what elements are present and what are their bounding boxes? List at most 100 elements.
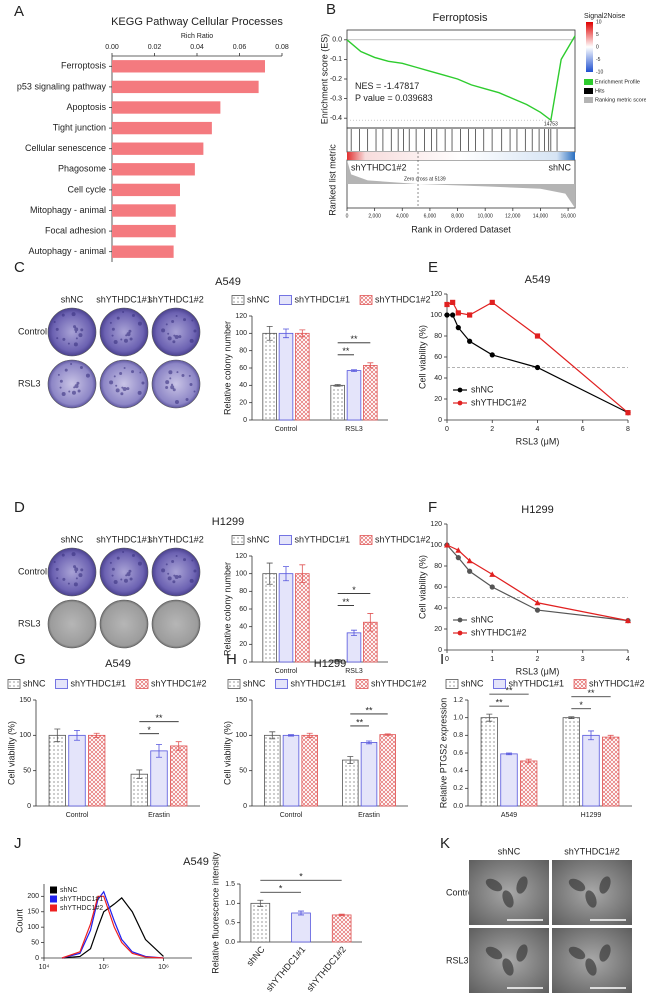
significance-label: * [579, 700, 583, 710]
colony [161, 328, 166, 333]
organelle [585, 958, 597, 976]
error-bar [54, 728, 61, 743]
y-tick-label: 100 [235, 732, 247, 739]
colony [71, 552, 76, 557]
y-tick-label: 120 [235, 553, 247, 560]
colony [73, 342, 78, 347]
significance-label: ** [505, 686, 513, 696]
colony [53, 560, 56, 563]
x-tick-label: 4,000 [396, 213, 409, 219]
organelle [568, 946, 586, 960]
significance-label: ** [342, 346, 350, 356]
colony [64, 368, 68, 372]
bar [562, 717, 580, 807]
colony [193, 390, 196, 393]
x-tick-label: 1 [490, 656, 494, 663]
significance-label: * [279, 884, 283, 894]
row-label: Control [446, 887, 475, 897]
marker [466, 557, 473, 564]
x-tick-label: Control [275, 668, 298, 675]
y-tick-label: 0.0 [225, 939, 235, 946]
plate-image [99, 359, 149, 409]
y-tick-label: 0.5 [225, 920, 235, 927]
marker [455, 325, 461, 331]
y-tick-label: Mitophagy - animal [30, 205, 106, 215]
colony [53, 320, 56, 323]
chart-title: KEGG Pathway Cellular Processes [111, 16, 283, 28]
y-tick-label: 50 [23, 768, 31, 775]
legend-label: shYTHDC1#2 [151, 678, 207, 688]
colony [77, 389, 81, 393]
plate-image [151, 547, 201, 597]
x-tick-label: 2 [490, 426, 494, 433]
x-tick-label: 0.04 [190, 44, 204, 51]
colony [141, 381, 145, 385]
colony [175, 315, 178, 318]
marker [467, 312, 473, 318]
error-bar [486, 713, 493, 722]
legend-label: shYTHDC1#1 [509, 678, 565, 688]
series-line [61, 895, 164, 959]
bar [330, 384, 345, 421]
significance-label: ** [356, 717, 364, 727]
marker [489, 299, 495, 305]
plate-image [47, 599, 97, 649]
row-label: RSL3 [446, 955, 469, 965]
legend-label: shYTHDC1#1 [295, 294, 351, 304]
y-tick-label: 100 [235, 330, 247, 337]
column-label: shNC [61, 294, 84, 304]
y-tick-label: Cellular senescence [25, 143, 106, 153]
colony [73, 386, 76, 389]
colony [61, 391, 66, 396]
x-tick-label: 0.06 [233, 44, 247, 51]
bar [112, 60, 265, 73]
colony [71, 390, 76, 395]
y-tick-label: 20 [239, 400, 247, 407]
bar [112, 80, 259, 94]
y-tick-label: 80 [434, 563, 442, 570]
column-label: shYTHDC1#2 [148, 294, 204, 304]
colony [188, 374, 191, 377]
ranking-metric [347, 160, 575, 208]
colony [174, 334, 179, 339]
error-bar [136, 769, 143, 779]
bar [346, 370, 362, 421]
error-bar [334, 658, 341, 662]
colony [85, 373, 90, 378]
legend-label: shNC [247, 534, 270, 544]
plate-image [151, 359, 201, 409]
y-axis-label: Relative colony number [222, 321, 232, 415]
x-tick-label: H1299 [581, 812, 602, 819]
colony [74, 384, 79, 389]
bar [112, 142, 204, 155]
y-axis-label: Cell viability (%) [6, 721, 16, 785]
marker [625, 410, 631, 416]
y-tick-label: -0.4 [330, 115, 342, 122]
error-bar [93, 732, 100, 738]
y-tick-label: Ferroptosis [61, 61, 107, 71]
colony [74, 567, 79, 572]
panel-letter: F [428, 499, 437, 516]
colony [185, 397, 189, 401]
y-tick-label: 150 [235, 697, 247, 704]
colony [139, 371, 142, 374]
marker [489, 584, 495, 590]
marker [450, 299, 456, 305]
colony [183, 558, 187, 562]
row-label: Control [18, 566, 47, 576]
marker [534, 607, 541, 613]
colony [111, 567, 115, 571]
bar [342, 759, 359, 807]
legend-swatch [231, 295, 245, 305]
bar [360, 742, 378, 807]
marker [444, 301, 450, 308]
organelle [599, 944, 611, 962]
y-tick-label: 80 [434, 333, 442, 340]
colony [193, 569, 197, 573]
plate-image [99, 599, 149, 649]
x-tick-label: 0 [445, 656, 449, 663]
y-axis-label: Cell viability (%) [222, 721, 232, 785]
bar [602, 736, 620, 807]
x-tick-label: Control [275, 426, 298, 433]
